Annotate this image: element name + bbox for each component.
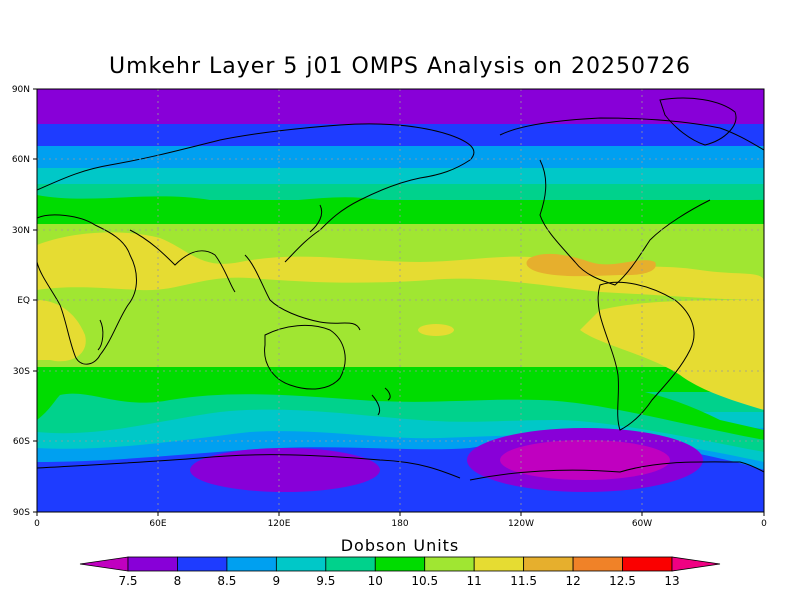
contour-n-10 [37,195,764,224]
colorbar-tick-label: 9 [273,574,281,588]
colorbar-swatch [572,556,623,572]
colorbar-tick-label: 8 [174,574,182,588]
lat-labels: 90N 60N 30N EQ 30S 60S 90S [12,85,30,518]
colorbar-tick-label: 10.5 [411,574,438,588]
coast-india-arabia [129,229,236,293]
band-polar-north [37,89,764,124]
coast-japan [309,204,323,233]
map-title: Umkehr Layer 5 j01 OMPS Analysis on 2025… [109,54,691,79]
colorbar-swatch [424,556,475,572]
colorbar-swatch [325,556,376,572]
colorbar-tick-label: 8.5 [217,574,236,588]
lat-label-60n: 60N [12,155,30,165]
lat-label-eq: EQ [17,296,30,306]
coast-madagascar [97,319,104,351]
coast-africa [37,214,137,365]
lon-label-60e: 60E [149,519,166,529]
lat-label-90n: 90N [12,85,30,95]
colorbar-swatch [523,556,574,572]
coast-australia [264,325,346,390]
colorbar-tick-label: 10 [368,574,383,588]
lon-label-180: 180 [391,519,408,529]
colorbar-tick-label: 11.5 [510,574,537,588]
colorbar-swatch [127,556,178,572]
coast-north-america [499,117,764,286]
colorbar-swatch [473,556,525,572]
colorbar-tick-label: 7.5 [118,574,137,588]
antarctic-min-east-outer [190,448,380,492]
band-9 [37,168,764,184]
coast-antarctica [37,454,764,481]
contour-12-central-america [526,253,656,277]
colorbar-tick-label: 13 [664,574,679,588]
colorbar-tick-label: 11 [467,574,482,588]
colorbar-arrow-high [671,556,721,572]
coastlines [37,97,764,481]
lat-label-30n: 30N [12,226,30,236]
lon-label-360: 0 [761,519,767,529]
colorbar-swatch [226,556,277,572]
coast-europe-asia [37,123,475,263]
colorbar-tick-label: 12.5 [609,574,636,588]
colorbar: 7.5 8 8.5 9 9.5 10 10.5 11 11.5 12 12.5 13 [79,556,721,588]
coast-new-zealand [371,387,391,416]
colorbar-swatch [622,556,673,572]
lat-label-30s: 30S [13,367,30,377]
contour-11-5-southwest [37,300,86,362]
antarctic-min-west-inner [500,440,670,480]
band-9-5 [37,184,764,200]
colorbar-tick-label: 12 [565,574,580,588]
contour-11-5-southeast [580,300,764,410]
lon-label-60w: 60W [632,519,652,529]
coast-greenland [659,97,737,146]
lon-label-0: 0 [34,519,40,529]
colorbar-tick-label: 9.5 [316,574,335,588]
contour-n-9 [37,146,764,168]
tick-marks [33,88,765,516]
contour-11-5-north [37,232,764,300]
colorbar-swatch [374,556,426,572]
colorbar-swatch [177,556,228,572]
colorbar-title: Dobson Units [340,536,460,555]
lon-labels: 0 60E 120E 180 120W 60W 0 [34,519,767,529]
lon-label-120w: 120W [508,519,534,529]
gridlines [37,89,764,512]
lat-label-90s: 90S [13,508,30,518]
coast-southeast-asia [244,254,361,331]
lat-label-60s: 60S [13,437,30,447]
band-8 [37,124,764,146]
colorbar-arrow-low [79,556,129,572]
contour-11-5-pacific [418,324,454,336]
colorbar-swatch [275,556,327,572]
ozone-field [37,89,764,512]
lon-label-120e: 120E [268,519,291,529]
